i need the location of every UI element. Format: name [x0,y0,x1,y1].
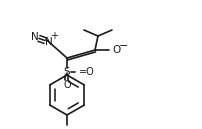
Text: −: − [118,42,128,51]
Text: =O: =O [79,67,94,77]
Text: S: S [63,67,70,77]
Text: N: N [31,32,39,42]
Text: O: O [63,80,70,90]
Text: N: N [45,37,53,47]
Text: O: O [112,45,120,55]
Text: +: + [50,31,58,41]
